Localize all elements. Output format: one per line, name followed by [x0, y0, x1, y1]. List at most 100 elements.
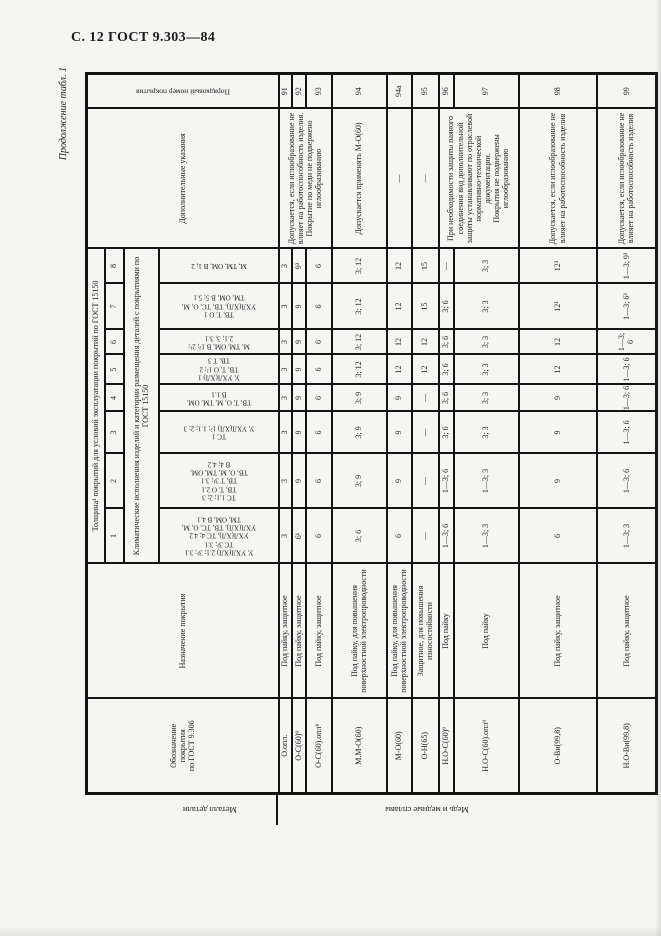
purpose-cell: Под пайку, защитное: [305, 563, 332, 699]
climate-codes-text: М, ТМ, ОМ, В 1; 2: [190, 262, 247, 271]
designation-cell: Н.О-Ви(99,8): [596, 698, 657, 794]
climate-codes-cell: М, ТМ, ОМ, В 1; 2: [158, 248, 279, 284]
thickness-value-cell: 1—3; 3: [453, 508, 519, 564]
climate-codes-cell: ТС 1 У, УХЛ(ХЛ) 1²; 1.1; 2; 3: [158, 411, 279, 454]
page-header: С. 12 ГОСТ 9.303—84: [71, 30, 216, 45]
thickness-value-cell: 12: [386, 248, 412, 284]
notes-column-header: Дополнительные указания: [86, 108, 279, 249]
note-cell: —: [411, 108, 439, 249]
col-number: 4: [104, 384, 124, 412]
thickness-value-cell: 6: [305, 453, 332, 509]
thickness-value-cell: 3; 6: [438, 384, 454, 412]
purpose-cell: Под пайку: [438, 563, 454, 699]
thickness-value-cell: 3; 6: [438, 329, 454, 355]
thickness-value-cell: 12: [518, 354, 597, 385]
thickness-value-cell: 1—3; 6: [596, 384, 657, 412]
purpose-cell: Под пайку, защитное: [596, 563, 657, 699]
thickness-value-cell: 3: [278, 453, 292, 509]
thickness-value-cell: 6: [305, 329, 332, 355]
thickness-value-cell: 1—3; 6: [438, 453, 454, 509]
climate-codes-cell: ТВ, Т, О 1 УХЛ(ХЛ), ТВ, ТС, О, М, ТМ, ОМ…: [158, 283, 279, 330]
climate-codes-text: ТС 1.1; 2; 3 ТВ, Т, О 2.1 ТВ, Т 3¹; 3.1 …: [189, 460, 248, 502]
col-number: 5: [104, 354, 124, 385]
thickness-value-cell: 12: [411, 354, 439, 385]
designation-cell: О-С(60).опл⁹: [305, 698, 332, 794]
thickness-value-cell: 9: [386, 411, 412, 454]
thickness-value-cell: 6: [386, 508, 412, 564]
climate-codes-cell: ТВ, Т, О, М, ТМ, ОМ, В 1.1: [158, 384, 279, 412]
thickness-value-cell: 6: [305, 411, 332, 454]
thickness-value-cell: 3; 6: [438, 411, 454, 454]
thickness-value-cell: 1—3; 6: [596, 329, 657, 355]
thickness-value-cell: 9: [291, 411, 306, 454]
thickness-value-cell: —: [411, 411, 439, 454]
rotated-table-area: Продолжение табл. 1 Металл детали Медь и…: [55, 55, 661, 825]
note-cell: При необходимости защиты паяного соедине…: [438, 108, 519, 249]
purpose-cell: Под пайку, для повышения поверхностной э…: [386, 563, 412, 699]
row-number-cell: 94: [331, 73, 387, 109]
climate-codes-text: У, УХЛ(ХЛ) 2.1; 3¹; 3.1 ТС 3¹; 3.1 УХЛ(Х…: [181, 515, 256, 557]
metal-column-divider: [276, 795, 278, 825]
thickness-value-cell: 9: [291, 283, 306, 330]
thickness-value-cell: 9: [386, 453, 412, 509]
table-row: М-О(60) Под пайку, для повышения поверхно…: [386, 73, 412, 794]
thickness-value-cell: 12³: [518, 248, 597, 284]
thickness-value-cell: 3; 9: [331, 453, 387, 509]
thickness-value-cell: 3: [278, 283, 292, 330]
col-number: 8: [104, 248, 124, 284]
thickness-value-cell: 1—3; 6: [596, 453, 657, 509]
table-row: О.опл. Под пайку, защитное 3 3 3 3 3 3 3 3 Допуска…: [278, 73, 332, 794]
row-number-cell: 99: [596, 73, 657, 109]
thickness-group-header: Толщина¹ покрытий для условий эксплуатац…: [86, 248, 105, 564]
note-cell: —: [386, 108, 412, 249]
thickness-value-cell: 3; 3: [453, 354, 519, 385]
designation-cell: Н.О-С(60)⁹: [438, 698, 454, 794]
thickness-value-cell: —: [411, 453, 439, 509]
thickness-value-cell: 3: [278, 329, 292, 355]
thickness-value-cell: 3: [278, 248, 292, 284]
row-number-cell: 91: [278, 73, 292, 109]
climate-codes-text: ТВ, Т, О, М, ТМ, ОМ, В 1.1: [186, 390, 251, 407]
table-row: О-Ви(99,8) Под пайку, защитное 6 9 9 9 12 12 12¹…: [518, 73, 597, 794]
thickness-value-cell: —: [411, 384, 439, 412]
col-number: 1: [104, 508, 124, 564]
climate-codes-text: М, ТМ, ОМ, В 1²; 2¹; 2.1; 3, 3.1: [187, 334, 250, 351]
climate-codes-cell: М, ТМ, ОМ, В 1²; 2¹; 2.1; 3, 3.1: [158, 329, 279, 355]
table-row: Н.О-Ви(99,8) Под пайку, защитное 1—3; 3 1—3…: [596, 73, 657, 794]
thickness-value-cell: 9: [291, 329, 306, 355]
thickness-value-cell: 3: [278, 411, 292, 454]
thickness-value-cell: 3; 12: [331, 354, 387, 385]
thickness-value-cell: 12: [518, 329, 597, 355]
thickness-value-cell: 9: [291, 354, 306, 385]
purpose-column-header: Назначение покрытия: [86, 563, 279, 699]
thickness-value-cell: 1—3; 3: [453, 453, 519, 509]
designation-column-header: Обозначение покрытия по ГОСТ 9.306: [86, 698, 279, 794]
table-row: М.М-О(60) Под пайку, для повышения поверх…: [331, 73, 387, 794]
row-number-cell: 94а: [386, 73, 412, 109]
table-row: О-Н(65) Защитное, для повышения износосто…: [411, 73, 439, 794]
thickness-value-cell: 9: [291, 384, 306, 412]
designation-cell: О.опл.: [278, 698, 292, 794]
thickness-value-cell: 3: [278, 508, 292, 564]
note-cell: Допускается применять М-О(60): [331, 108, 387, 249]
designation-cell: О-С(60)⁹: [291, 698, 306, 794]
thickness-value-cell: 3; 6: [438, 283, 454, 330]
designation-cell: М.М-О(60): [331, 698, 387, 794]
note-cell: Допускается, если иглообразование не вли…: [518, 108, 597, 249]
thickness-value-cell: 6: [305, 248, 332, 284]
note-cell: Допускается, если иглообразование не вли…: [278, 108, 332, 249]
climate-codes-text: ТВ, Т, О 1 УХЛ(ХЛ), ТВ, ТС, О, М, ТМ, ОМ…: [181, 294, 256, 319]
thickness-value-cell: 9: [518, 453, 597, 509]
thickness-value-cell: 6: [518, 508, 597, 564]
thickness-value-cell: 9: [518, 411, 597, 454]
designation-cell: О-Н(65): [411, 698, 439, 794]
col-number: 2: [104, 453, 124, 509]
metal-column-header: Металл детали: [182, 805, 238, 815]
thickness-value-cell: 9: [518, 384, 597, 412]
thickness-value-cell: —: [438, 248, 454, 284]
thickness-value-cell: 3; 12: [331, 283, 387, 330]
thickness-value-cell: 9: [386, 384, 412, 412]
thickness-value-cell: —: [411, 508, 439, 564]
purpose-cell: Защитное, для повышения износостойкости: [411, 563, 439, 699]
thickness-value-cell: 3: [278, 384, 292, 412]
